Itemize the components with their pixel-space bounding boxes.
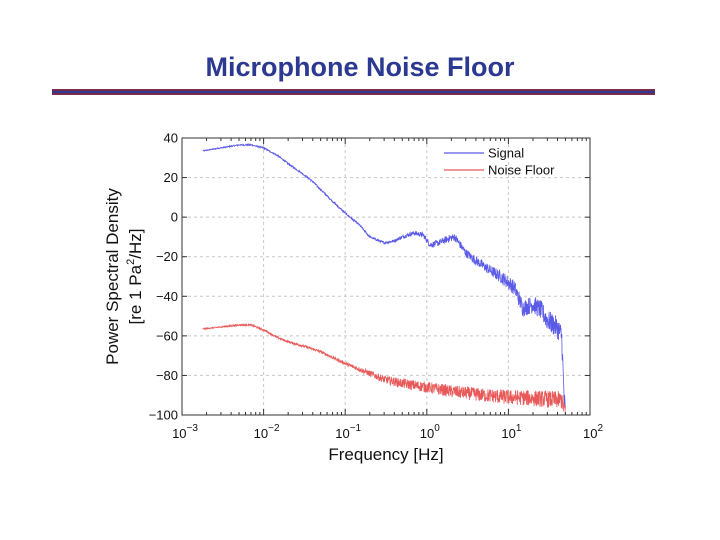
series-line-signal — [202, 142, 566, 409]
x-tick-base: 10 — [335, 426, 349, 441]
title-rule — [52, 89, 655, 95]
x-tick-label: 10−1 — [335, 423, 361, 441]
y-tick-label: −60 — [156, 328, 178, 343]
legend: Signal Noise Floor — [444, 146, 555, 178]
y-axis-title-line2: [re 1 Pa2/Hz] — [125, 229, 145, 325]
x-tick-exponent: −3 — [187, 423, 199, 434]
y-tick-label: 40 — [164, 131, 178, 146]
series-line-noise-floor — [202, 322, 566, 416]
x-tick-label: 10−3 — [172, 423, 198, 441]
x-tick-exponent: 1 — [516, 423, 522, 434]
y-tick-label: −100 — [149, 408, 178, 423]
y-tick-label: −80 — [156, 368, 178, 383]
y-axis-title-sup: 2 — [125, 259, 137, 265]
grid — [182, 138, 590, 415]
series-layer — [202, 142, 566, 416]
y-tick-label: −40 — [156, 289, 178, 304]
y-tick-label: −20 — [156, 249, 178, 264]
x-tick-exponent: −2 — [268, 423, 280, 434]
x-tick-label: 100 — [420, 423, 440, 441]
legend-label: Noise Floor — [488, 163, 555, 178]
x-tick-base: 10 — [254, 426, 268, 441]
x-tick-exponent: 2 — [597, 423, 603, 434]
ticks — [181, 137, 591, 416]
y-tick-label: 20 — [164, 170, 178, 185]
x-tick-exponent: −1 — [350, 423, 362, 434]
slide-title: Microphone Noise Floor — [205, 52, 515, 82]
y-axis-title-suffix: /Hz] — [126, 229, 145, 259]
x-tick-label: 101 — [501, 423, 521, 441]
plot-frame — [181, 137, 591, 416]
y-axis-title-line1: Power Spectral Density — [103, 188, 122, 365]
y-tick-label: 0 — [171, 210, 178, 225]
x-axis-title: Frequency [Hz] — [328, 445, 443, 464]
legend-label: Signal — [488, 146, 524, 161]
x-tick-base: 10 — [172, 426, 186, 441]
x-tick-exponent: 0 — [434, 423, 440, 434]
y-axis-title-prefix: [re 1 Pa — [126, 264, 145, 324]
x-tick-label: 102 — [583, 423, 603, 441]
x-tick-base: 10 — [420, 426, 434, 441]
x-tick-base: 10 — [583, 426, 597, 441]
x-tick-base: 10 — [501, 426, 515, 441]
x-tick-label: 10−2 — [254, 423, 280, 441]
title-rule-accent — [52, 91, 655, 93]
